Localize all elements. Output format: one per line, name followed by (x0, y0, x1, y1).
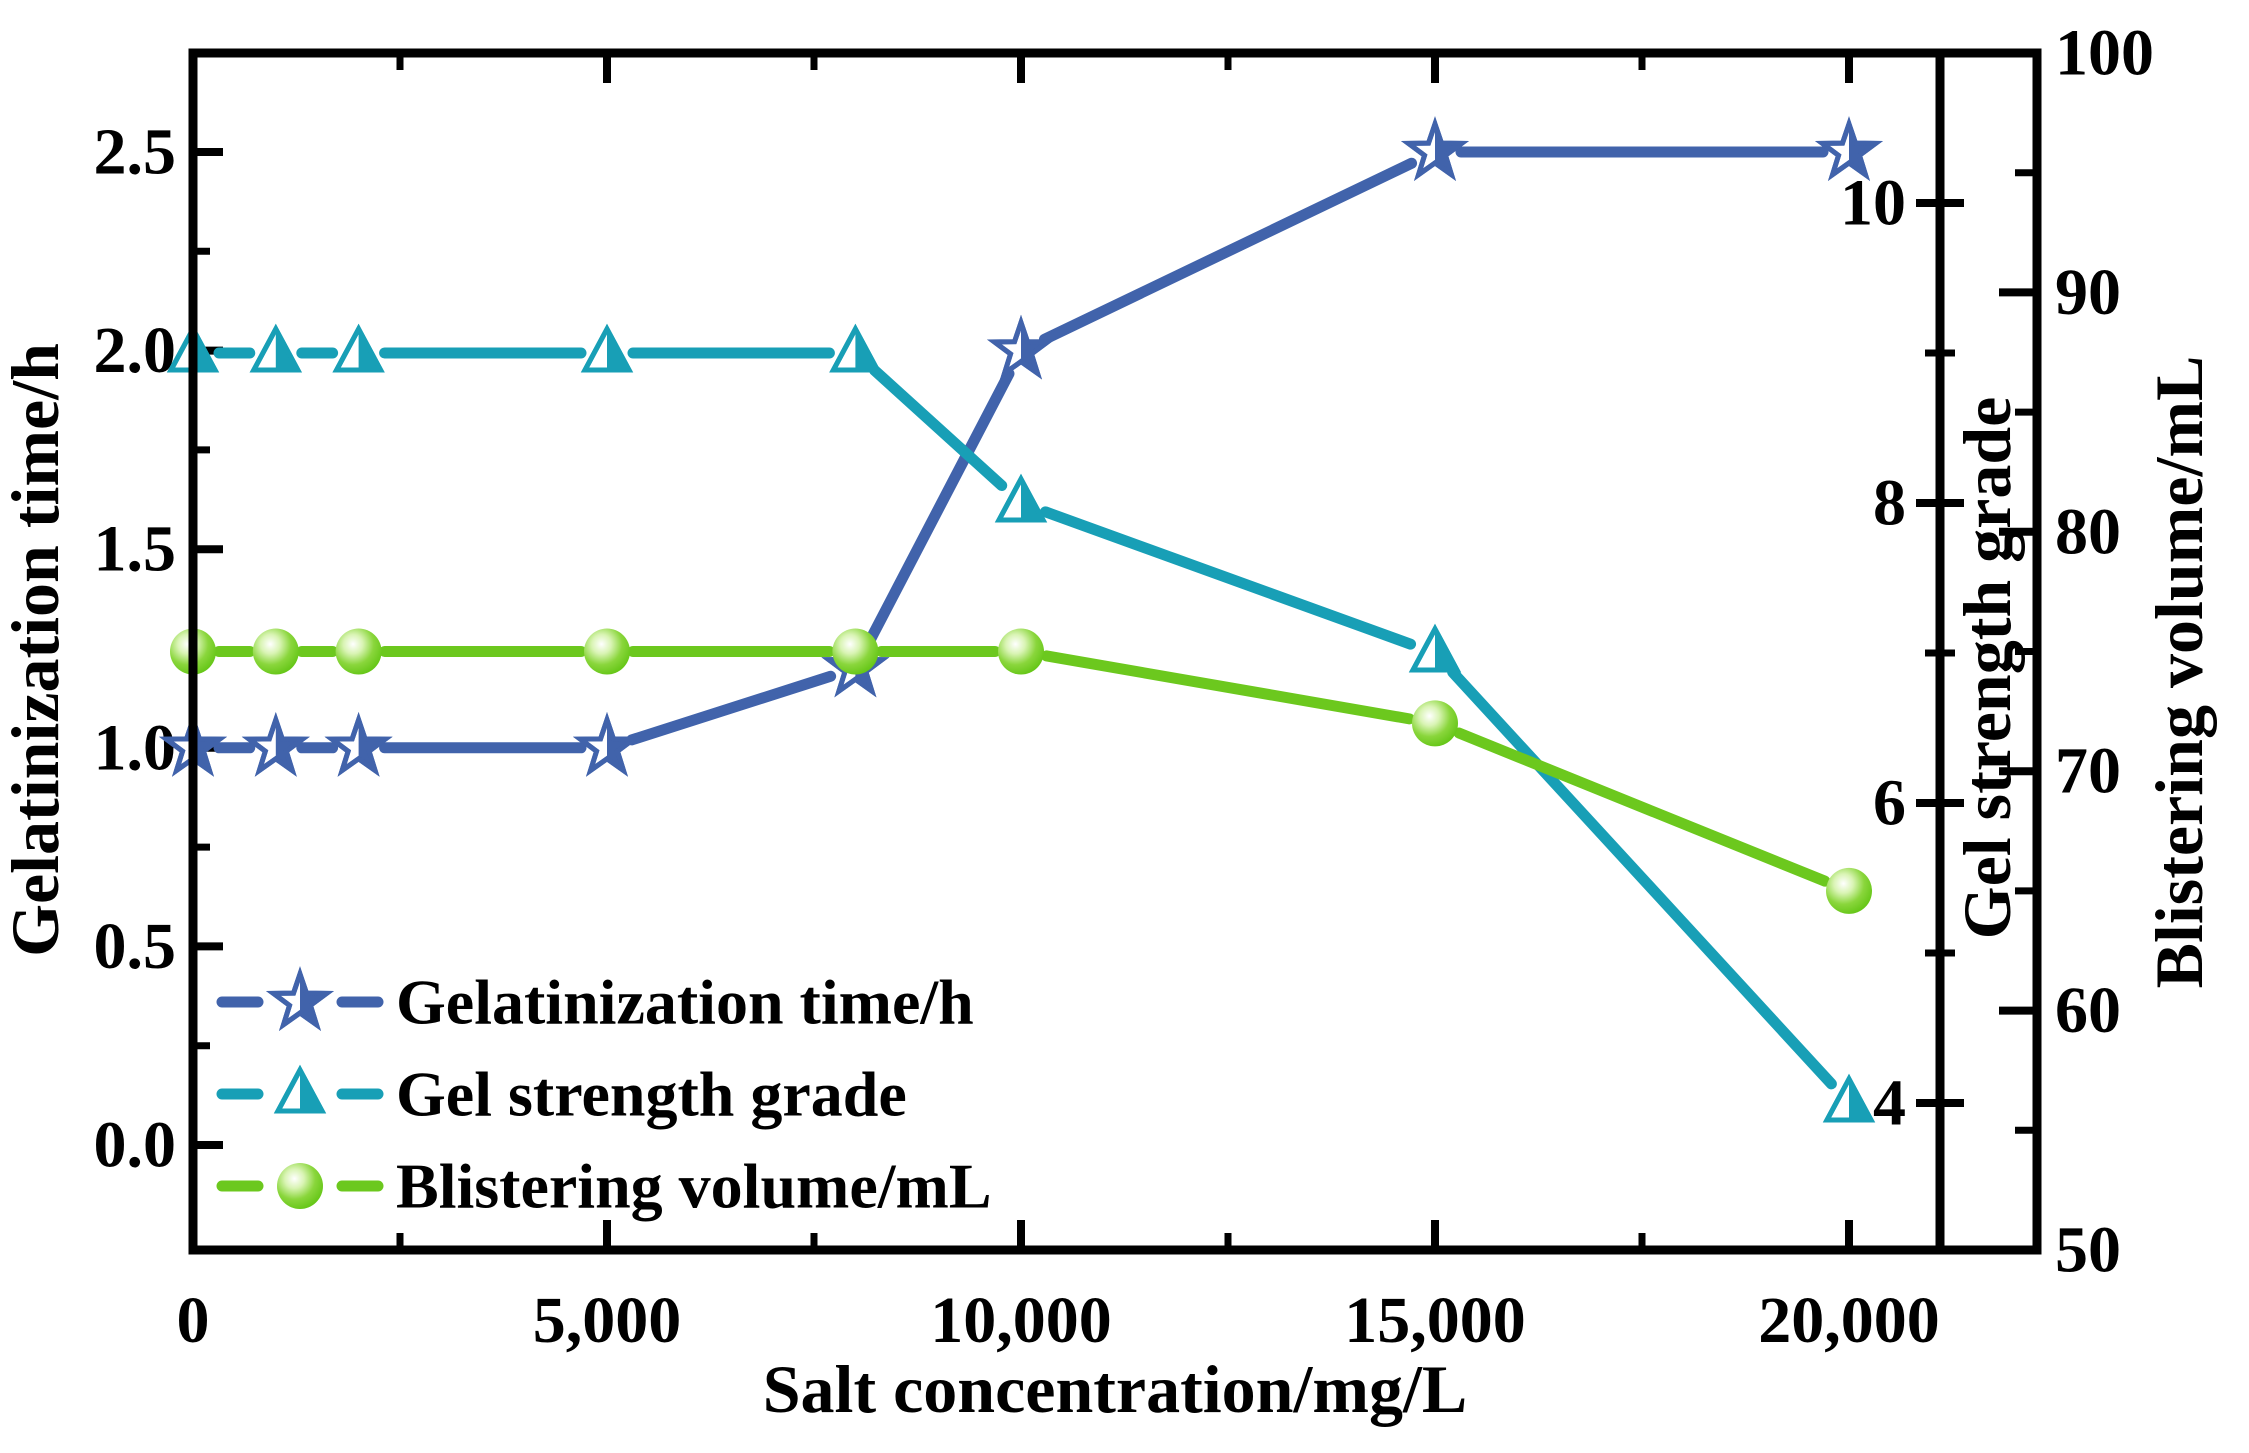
star-marker (324, 712, 393, 777)
triangle-marker (829, 323, 882, 373)
star-marker (572, 712, 642, 777)
gel-axis-ticks: 4 6 8 10 (1840, 167, 1964, 1140)
star-marker (986, 314, 1056, 380)
sphere-marker (335, 628, 382, 675)
gel-axis-title: Gel strength grade (1949, 397, 2025, 940)
sphere-marker (832, 628, 879, 675)
sphere-marker (1826, 867, 1872, 914)
blister-tick-label: 100 (2055, 17, 2154, 90)
gel-tick-label: 6 (1873, 767, 1906, 840)
x-tick-label: 15,000 (1344, 1284, 1526, 1357)
left-tick-label: 2.0 (94, 314, 177, 387)
left-tick-label: 2.5 (94, 116, 177, 189)
blister-tick-label: 60 (2055, 974, 2121, 1047)
series-sphere (170, 628, 1872, 914)
triangle-marker (580, 323, 634, 373)
legend-label-blistering: Blistering volume/mL (396, 1151, 992, 1222)
left-tick-label: 0.0 (94, 1109, 177, 1182)
blister-tick-label: 70 (2055, 735, 2121, 808)
blister-tick-label: 50 (2055, 1214, 2121, 1287)
gel-tick-label: 10 (1840, 167, 1906, 240)
series-triangle (166, 323, 1876, 1123)
blister-axis-title: Blistering volume/mL (2141, 356, 2217, 989)
sphere-marker (1412, 700, 1458, 747)
plot-frame (188, 48, 2042, 1255)
left-tick-label: 0.5 (94, 910, 177, 983)
left-tick-label: 1.5 (94, 513, 177, 586)
star-marker (1400, 116, 1470, 181)
x-tick-label: 5,000 (533, 1284, 682, 1357)
x-axis-ticks: 0 5,000 10,000 15,000 20,000 (177, 53, 1940, 1357)
legend-label-gelatinization: Gelatinization time/h (396, 967, 974, 1038)
sphere-marker (277, 1163, 323, 1209)
x-tick-label: 0 (177, 1284, 210, 1357)
gel-tick-label: 8 (1873, 467, 1906, 540)
triangle-marker (273, 1064, 327, 1114)
triangle-marker (1408, 623, 1462, 673)
legend-label-gel-strength: Gel strength grade (396, 1059, 907, 1130)
star-marker (265, 966, 335, 1031)
triangle-marker (249, 323, 302, 373)
left-tick-label: 1.0 (94, 711, 177, 784)
left-axis-title: Gelatinization time/h (0, 343, 73, 957)
triangle-marker (994, 473, 1048, 523)
x-tick-label: 20,000 (1758, 1284, 1940, 1357)
blister-axis-ticks: 50 60 70 80 90 100 (1999, 17, 2154, 1287)
x-axis-title: Salt concentration/mg/L (763, 1351, 1468, 1427)
legend-samples (216, 966, 384, 1209)
triangle-marker (1822, 1073, 1876, 1123)
gel-tick-label: 4 (1873, 1067, 1906, 1140)
triangle-marker (332, 323, 385, 373)
sphere-marker (998, 628, 1044, 675)
sphere-marker (584, 628, 630, 675)
blister-tick-label: 80 (2055, 495, 2121, 568)
sphere-marker (252, 628, 299, 675)
blister-tick-label: 90 (2055, 256, 2121, 329)
x-tick-label: 10,000 (930, 1284, 1112, 1357)
legend: Gelatinization time/h Gel strength grade… (396, 967, 992, 1222)
star-marker (241, 712, 310, 777)
star-marker (1814, 116, 1884, 181)
